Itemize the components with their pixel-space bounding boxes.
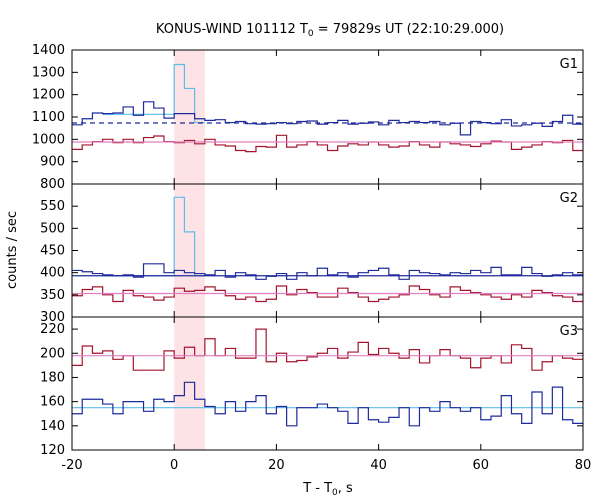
y-tick-label: 120 <box>40 443 65 458</box>
x-axis-label: T - T0, s <box>302 481 353 498</box>
chart-title: KONUS-WIND 101112 T0 = 79829s UT (22:10:… <box>156 22 504 39</box>
y-tick-label: 550 <box>40 199 65 214</box>
series-g1-dark-blue-steps <box>72 101 583 136</box>
shaded-interval-layer <box>174 50 205 450</box>
panel-g3: 120 140 160 180 200 220 G3 <box>40 316 584 458</box>
panel-label: G1 <box>560 57 578 72</box>
series-g1-dark-red-steps <box>72 134 583 153</box>
x-tick-label: 20 <box>268 458 285 473</box>
panel-label: G3 <box>560 324 578 339</box>
panel-frame <box>71 316 584 451</box>
panel-label: G2 <box>560 191 578 206</box>
y-tick-label: 800 <box>40 177 65 192</box>
y-tick-label: 200 <box>40 346 65 361</box>
x-tick-label: 60 <box>473 458 490 473</box>
x-tick-label: -20 <box>61 458 82 473</box>
y-tick-label: 180 <box>40 370 65 385</box>
y-tick-label: 900 <box>40 155 65 170</box>
y-axis-label: counts / sec <box>5 211 20 289</box>
series-g3-dark-red-steps <box>72 328 583 371</box>
panel-g2: 300 350 400 450 500 550 G2 <box>40 183 584 325</box>
y-tick-label: 1400 <box>32 43 65 58</box>
series-g2-dark-blue-steps <box>72 263 583 280</box>
x-axis: -20 0 20 40 60 80 <box>61 458 591 473</box>
panel-g1: 800 900 1000 1100 1200 1300 1400 G1 <box>32 43 584 192</box>
series-g3-dark-blue-steps <box>72 381 583 427</box>
x-tick-label: 40 <box>370 458 387 473</box>
panel-frame <box>71 49 584 185</box>
y-tick-label: 350 <box>40 288 65 303</box>
y-tick-label: 400 <box>40 266 65 281</box>
y-tick-label: 160 <box>40 395 65 410</box>
y-tick-label: 500 <box>40 221 65 236</box>
series-g2-dark-red-steps <box>72 285 583 303</box>
y-tick-label: 220 <box>40 322 65 337</box>
y-tick-label: 1200 <box>32 88 65 103</box>
series-g1-burst-steps <box>102 63 205 124</box>
x-tick-label: 80 <box>575 458 592 473</box>
shaded-burst-interval <box>174 50 205 450</box>
y-tick-label: 1000 <box>32 132 65 147</box>
y-tick-label: 300 <box>40 310 65 325</box>
x-tick-label: 0 <box>170 458 178 473</box>
y-tick-label: 140 <box>40 419 65 434</box>
y-tick-label: 450 <box>40 244 65 259</box>
y-tick-label: 1100 <box>32 110 65 125</box>
y-tick-label: 1300 <box>32 65 65 80</box>
